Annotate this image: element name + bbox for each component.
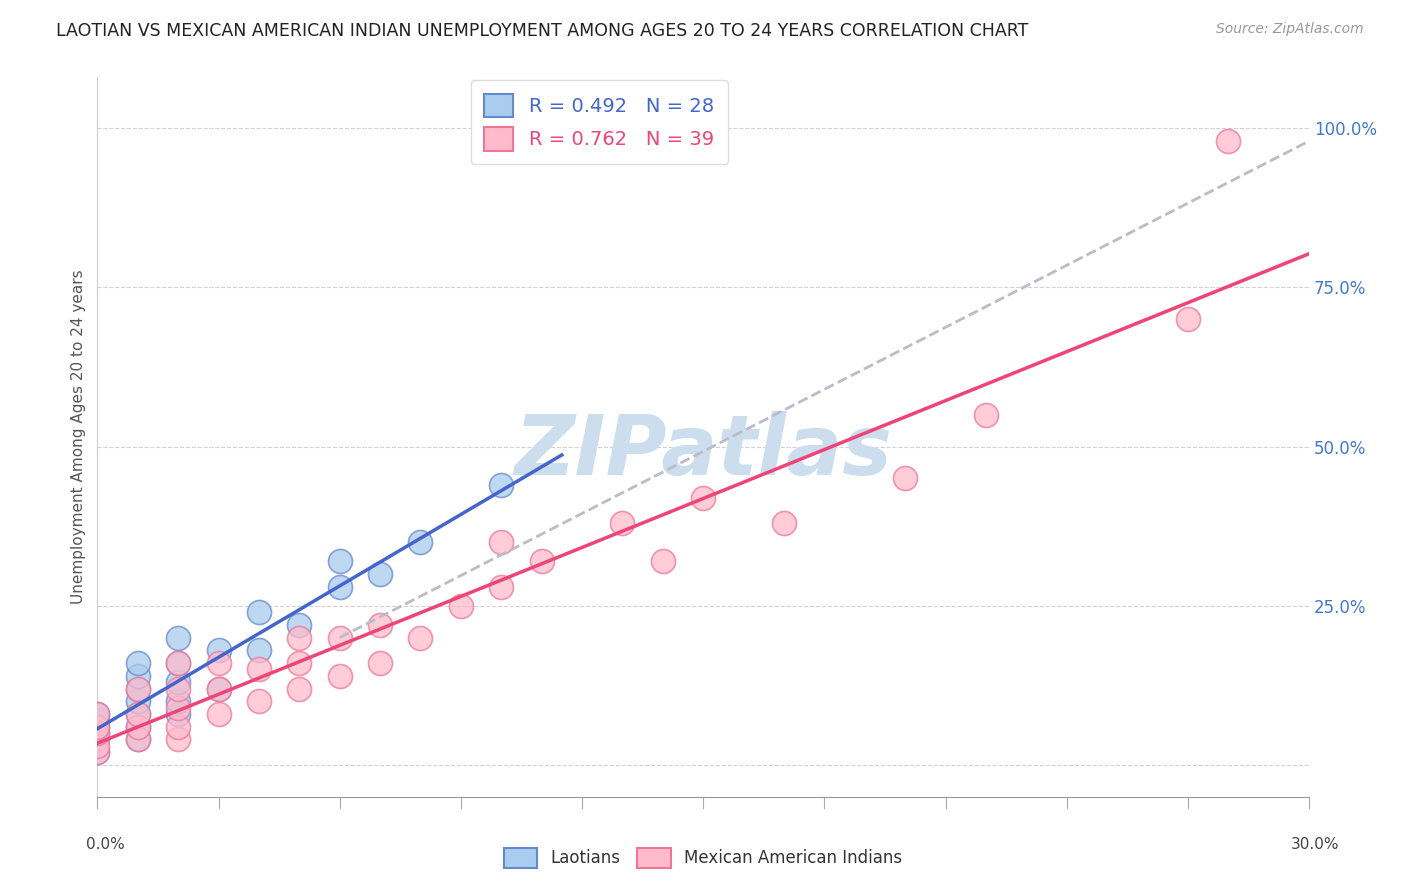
Text: 0.0%: 0.0%	[86, 837, 125, 852]
Point	[329, 631, 352, 645]
Point	[127, 732, 149, 747]
Point	[368, 656, 391, 670]
Text: LAOTIAN VS MEXICAN AMERICAN INDIAN UNEMPLOYMENT AMONG AGES 20 TO 24 YEARS CORREL: LAOTIAN VS MEXICAN AMERICAN INDIAN UNEMP…	[56, 22, 1029, 40]
Point	[247, 694, 270, 708]
Point	[86, 706, 108, 721]
Point	[247, 605, 270, 619]
Point	[491, 535, 513, 549]
Point	[86, 714, 108, 728]
Point	[329, 554, 352, 568]
Point	[491, 478, 513, 492]
Point	[167, 694, 190, 708]
Point	[651, 554, 673, 568]
Point	[1218, 134, 1240, 148]
Point	[127, 669, 149, 683]
Point	[207, 681, 229, 696]
Point	[692, 491, 714, 505]
Point	[773, 516, 796, 530]
Point	[207, 643, 229, 657]
Point	[127, 694, 149, 708]
Legend: Laotians, Mexican American Indians: Laotians, Mexican American Indians	[498, 841, 908, 875]
Point	[127, 732, 149, 747]
Point	[167, 656, 190, 670]
Point	[167, 700, 190, 714]
Point	[409, 631, 432, 645]
Point	[167, 656, 190, 670]
Point	[288, 618, 311, 632]
Point	[247, 643, 270, 657]
Point	[288, 656, 311, 670]
Point	[207, 706, 229, 721]
Text: ZIPatlas: ZIPatlas	[515, 411, 893, 492]
Point	[86, 739, 108, 753]
Point	[167, 732, 190, 747]
Y-axis label: Unemployment Among Ages 20 to 24 years: Unemployment Among Ages 20 to 24 years	[72, 269, 86, 605]
Point	[207, 681, 229, 696]
Point	[86, 706, 108, 721]
Legend: R = 0.492   N = 28, R = 0.762   N = 39: R = 0.492 N = 28, R = 0.762 N = 39	[471, 80, 728, 164]
Point	[1177, 312, 1199, 326]
Point	[329, 580, 352, 594]
Point	[127, 720, 149, 734]
Point	[127, 720, 149, 734]
Point	[86, 732, 108, 747]
Point	[894, 471, 917, 485]
Point	[167, 631, 190, 645]
Point	[167, 706, 190, 721]
Point	[127, 706, 149, 721]
Point	[86, 745, 108, 759]
Point	[247, 662, 270, 676]
Point	[167, 681, 190, 696]
Point	[491, 580, 513, 594]
Point	[207, 656, 229, 670]
Point	[288, 681, 311, 696]
Point	[530, 554, 553, 568]
Point	[127, 706, 149, 721]
Point	[612, 516, 634, 530]
Point	[368, 618, 391, 632]
Point	[86, 720, 108, 734]
Point	[127, 681, 149, 696]
Point	[329, 669, 352, 683]
Point	[127, 681, 149, 696]
Text: 30.0%: 30.0%	[1291, 837, 1339, 852]
Point	[86, 726, 108, 740]
Point	[167, 675, 190, 690]
Point	[127, 656, 149, 670]
Point	[86, 726, 108, 740]
Text: Source: ZipAtlas.com: Source: ZipAtlas.com	[1216, 22, 1364, 37]
Point	[86, 720, 108, 734]
Point	[974, 408, 997, 422]
Point	[368, 566, 391, 581]
Point	[409, 535, 432, 549]
Point	[86, 745, 108, 759]
Point	[167, 720, 190, 734]
Point	[450, 599, 472, 613]
Point	[288, 631, 311, 645]
